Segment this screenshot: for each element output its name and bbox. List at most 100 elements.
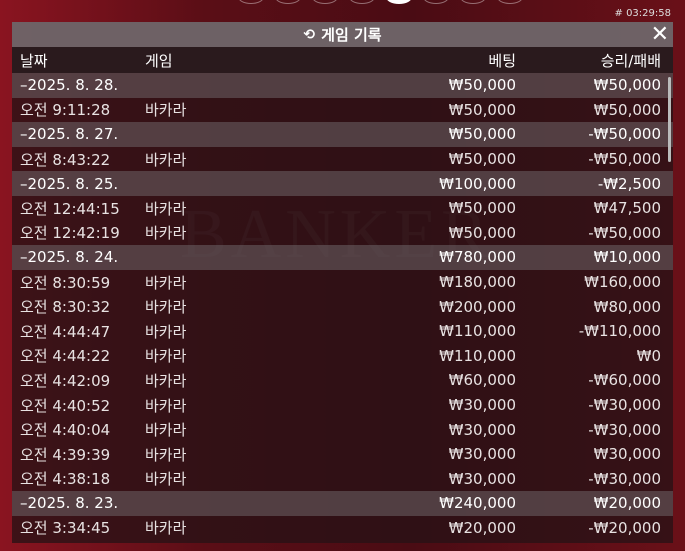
- cell-bet: ₩50,000: [448, 100, 516, 119]
- cell-bet: ₩50,000: [448, 223, 516, 242]
- cell-game: 바카라: [145, 371, 187, 390]
- cell-bet: ₩60,000: [448, 371, 516, 390]
- cell-bet: ₩780,000: [439, 248, 516, 267]
- cell-date: 오전 8:30:59: [20, 273, 111, 292]
- history-row: 오전 4:44:47 바카라 ₩110,000 -₩110,000: [12, 319, 673, 344]
- cell-result: ₩160,000: [584, 273, 661, 292]
- cell-date: 오전 8:43:22: [20, 150, 111, 169]
- cell-result: ₩50,000: [593, 100, 661, 119]
- col-date: 날짜: [20, 51, 48, 70]
- history-row: 오전 4:38:18 바카라 ₩30,000 -₩30,000: [12, 467, 673, 492]
- cell-bet: ₩30,000: [448, 469, 516, 488]
- cell-result: -₩2,500: [597, 174, 661, 193]
- close-icon[interactable]: ✕: [650, 22, 669, 47]
- indicator-dot: [275, 0, 301, 4]
- cell-result: -₩50,000: [588, 223, 661, 242]
- history-row: 오전 4:40:52 바카라 ₩30,000 -₩30,000: [12, 393, 673, 418]
- cell-bet: ₩50,000: [448, 125, 516, 144]
- cell-bet: ₩50,000: [448, 76, 516, 95]
- history-row: 오전 8:30:32 바카라 ₩200,000 ₩80,000: [12, 294, 673, 319]
- cell-result: -₩30,000: [588, 396, 661, 415]
- cell-date: –2025. 8. 23.: [20, 494, 119, 513]
- history-row: 오전 8:30:59 바카라 ₩180,000 ₩160,000: [12, 270, 673, 295]
- cell-result: -₩60,000: [588, 371, 661, 390]
- history-list: –2025. 8. 28. ₩50,000 ₩50,000 오전 9:11:28 바카라…: [12, 73, 673, 540]
- cell-bet: ₩30,000: [448, 396, 516, 415]
- cell-date: 오전 4:42:09: [20, 371, 111, 390]
- column-header: 날짜 게임 베팅 승리/패배: [12, 47, 673, 73]
- cell-game: 바카라: [145, 298, 187, 317]
- indicator-dot: [423, 0, 449, 4]
- cell-date: –2025. 8. 24.: [20, 248, 119, 267]
- col-game: 게임: [145, 51, 173, 70]
- cell-game: 바카라: [145, 470, 187, 489]
- date-group-row[interactable]: –2025. 8. 24. ₩780,000 ₩10,000: [12, 245, 673, 270]
- cell-bet: ₩100,000: [439, 174, 516, 193]
- cell-game: 바카라: [145, 150, 187, 169]
- cell-bet: ₩30,000: [448, 445, 516, 464]
- history-row: 오전 12:44:15 바카라 ₩50,000 ₩47,500: [12, 196, 673, 221]
- date-group-row[interactable]: –2025. 8. 28. ₩50,000 ₩50,000: [12, 73, 673, 98]
- cell-result: ₩10,000: [593, 248, 661, 267]
- cell-result: -₩50,000: [588, 150, 661, 169]
- scrollbar[interactable]: [668, 77, 671, 162]
- cell-result: ₩80,000: [593, 297, 661, 316]
- cell-result: ₩47,500: [593, 199, 661, 218]
- cell-game: 바카라: [145, 347, 187, 366]
- cell-result: -₩30,000: [588, 420, 661, 439]
- cell-date: 오전 12:42:19: [20, 224, 120, 243]
- cell-date: 오전 12:44:15: [20, 199, 120, 218]
- date-group-row[interactable]: –2025. 8. 27. ₩50,000 -₩50,000: [12, 122, 673, 147]
- history-icon: ⟲: [303, 26, 316, 43]
- cell-date: 오전 4:39:39: [20, 445, 111, 464]
- cell-game: 바카라: [145, 396, 187, 415]
- cell-game: 바카라: [145, 445, 187, 464]
- history-row: 오전 4:44:22 바카라 ₩110,000 ₩0: [12, 344, 673, 369]
- indicator-dot: [312, 0, 338, 4]
- cell-bet: ₩200,000: [439, 297, 516, 316]
- history-row: 오전 3:34:45 바카라 ₩20,000 -₩20,000: [12, 516, 673, 541]
- cell-game: 바카라: [145, 273, 187, 292]
- indicator-dot: [460, 0, 486, 4]
- history-row: 오전 4:39:39 바카라 ₩30,000 ₩30,000: [12, 442, 673, 467]
- cell-date: –2025. 8. 25.: [20, 174, 119, 193]
- cell-date: 오전 4:40:04: [20, 421, 111, 440]
- panel-header: ⟲ 게임 기록 ✕: [12, 22, 673, 47]
- cell-game: 바카라: [145, 322, 187, 341]
- cell-date: –2025. 8. 28.: [20, 76, 119, 95]
- indicator-dot: [497, 0, 523, 4]
- col-result: 승리/패배: [600, 51, 661, 70]
- panel-title: 게임 기록: [321, 26, 382, 44]
- cell-date: 오전 4:40:52: [20, 396, 111, 415]
- col-bet: 베팅: [488, 51, 516, 70]
- cell-result: ₩20,000: [593, 494, 661, 513]
- cell-game: 바카라: [145, 199, 187, 218]
- cell-result: ₩0: [636, 346, 661, 365]
- cell-game: 바카라: [145, 224, 187, 243]
- cell-game: 바카라: [145, 101, 187, 120]
- history-row: 오전 4:40:04 바카라 ₩30,000 -₩30,000: [12, 417, 673, 442]
- date-group-row[interactable]: –2025. 8. 23. ₩240,000 ₩20,000: [12, 491, 673, 516]
- indicator-dot-active: [386, 0, 412, 4]
- cell-bet: ₩50,000: [448, 199, 516, 218]
- cell-date: –2025. 8. 27.: [20, 125, 119, 144]
- cell-date: 오전 4:38:18: [20, 470, 111, 489]
- history-row: 오전 9:11:28 바카라 ₩50,000 ₩50,000: [12, 98, 673, 123]
- date-group-row[interactable]: –2025. 8. 25. ₩100,000 -₩2,500: [12, 171, 673, 196]
- cell-game: 바카라: [145, 519, 187, 538]
- game-history-panel: ⟲ 게임 기록 ✕ 날짜 게임 베팅 승리/패배 –2025. 8. 28. ₩5…: [12, 22, 673, 543]
- cell-result: -₩30,000: [588, 469, 661, 488]
- history-row: 오전 8:43:22 바카라 ₩50,000 -₩50,000: [12, 147, 673, 172]
- cell-date: 오전 3:34:45: [20, 519, 111, 538]
- cell-bet: ₩240,000: [439, 494, 516, 513]
- cell-date: 오전 4:44:22: [20, 347, 111, 366]
- cell-result: ₩30,000: [593, 445, 661, 464]
- cell-game: 바카라: [145, 421, 187, 440]
- indicator-dot: [238, 0, 264, 4]
- road-indicator: [238, 0, 523, 4]
- cell-date: 오전 8:30:32: [20, 298, 111, 317]
- cell-result: -₩50,000: [588, 125, 661, 144]
- indicator-dot: [349, 0, 375, 4]
- cell-bet: ₩110,000: [439, 322, 516, 341]
- cell-bet: ₩30,000: [448, 420, 516, 439]
